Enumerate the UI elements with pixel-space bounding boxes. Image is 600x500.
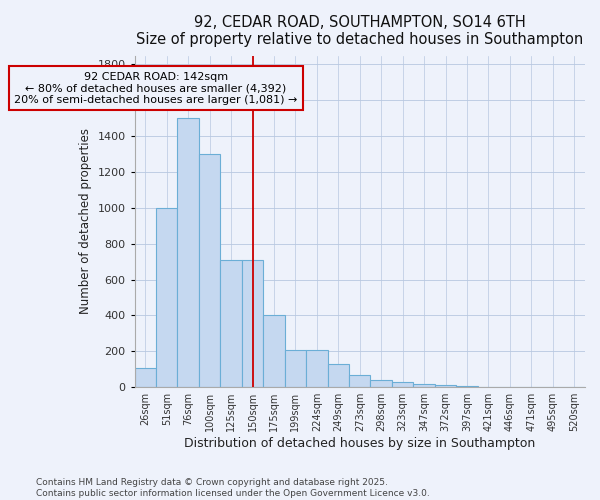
Bar (413, 384, 435, 387)
Y-axis label: Number of detached properties: Number of detached properties (79, 128, 92, 314)
Bar (370, 380, 392, 387)
Bar (156, 208, 178, 387)
Bar (349, 374, 370, 387)
X-axis label: Distribution of detached houses by size in Southampton: Distribution of detached houses by size … (184, 437, 535, 450)
Text: 92 CEDAR ROAD: 142sqm
← 80% of detached houses are smaller (4,392)
20% of semi-d: 92 CEDAR ROAD: 142sqm ← 80% of detached … (14, 72, 298, 105)
Bar (328, 364, 349, 387)
Bar (392, 382, 413, 387)
Bar (242, 260, 263, 387)
Bar (178, 118, 199, 387)
Bar (456, 386, 478, 387)
Bar (220, 260, 242, 387)
Bar (306, 350, 328, 387)
Bar (263, 316, 284, 387)
Bar (435, 384, 456, 387)
Bar (134, 368, 156, 387)
Bar (284, 350, 306, 387)
Bar (199, 154, 220, 387)
Title: 92, CEDAR ROAD, SOUTHAMPTON, SO14 6TH
Size of property relative to detached hous: 92, CEDAR ROAD, SOUTHAMPTON, SO14 6TH Si… (136, 15, 583, 48)
Text: Contains HM Land Registry data © Crown copyright and database right 2025.
Contai: Contains HM Land Registry data © Crown c… (36, 478, 430, 498)
